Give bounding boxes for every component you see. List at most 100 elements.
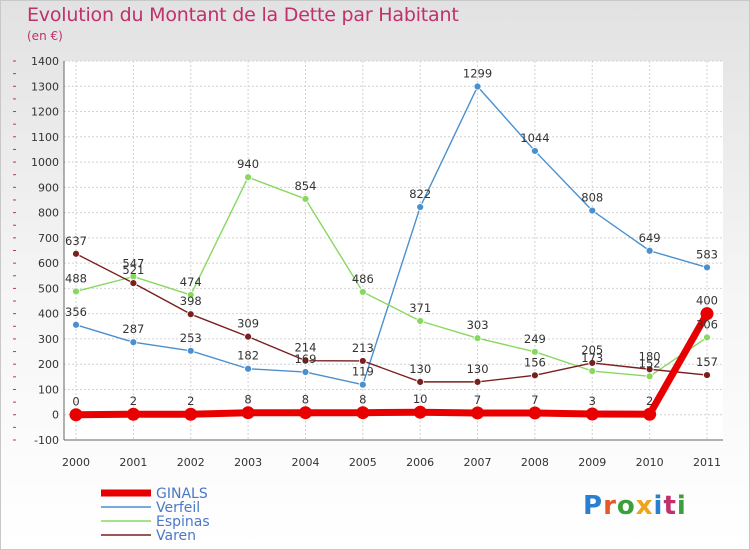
series-line-espinas: [75, 176, 708, 378]
data-point-varen: [473, 377, 482, 386]
data-point-varen: [358, 357, 367, 365]
data-label-espinas: 152: [639, 356, 661, 370]
series-line-varen: [75, 253, 708, 383]
data-label-verfeil: 1299: [463, 67, 492, 81]
series-line-verfeil: [75, 85, 708, 386]
data-label-varen: 309: [237, 317, 259, 331]
logo-letter: i: [676, 491, 687, 521]
data-label-varen: 205: [581, 343, 603, 357]
data-label-varen: 398: [180, 294, 202, 308]
data-point-varen: [186, 310, 195, 319]
data-label-ginals: 10: [413, 392, 428, 406]
data-point-espinas: [301, 195, 310, 203]
data-label-varen: 130: [409, 362, 431, 376]
data-label-varen: 214: [294, 341, 316, 355]
data-label-ginals: 0: [72, 395, 79, 409]
data-label-espinas: 547: [122, 257, 144, 271]
data-label-espinas: 173: [581, 351, 603, 365]
data-label-espinas: 371: [409, 301, 431, 315]
data-label-espinas: 854: [294, 179, 316, 193]
data-label-varen: 213: [352, 341, 374, 355]
data-point-espinas: [72, 287, 80, 296]
chart-subtitle: (en €): [27, 29, 63, 43]
x-tick-label: 2007: [464, 456, 492, 469]
data-point-varen: [645, 365, 654, 374]
data-point-varen: [244, 332, 252, 341]
data-point-ginals: [700, 307, 714, 321]
data-label-verfeil: 822: [409, 187, 431, 201]
data-label-verfeil: 356: [65, 305, 87, 319]
data-point-varen: [703, 371, 711, 379]
data-point-varen: [588, 359, 597, 367]
data-point-ginals: [528, 406, 542, 420]
data-point-espinas: [645, 372, 654, 381]
data-point-espinas: [588, 367, 597, 375]
data-label-verfeil: 1044: [520, 131, 549, 145]
series-line-ginals: [72, 310, 711, 419]
y-tick-label: 800: [38, 207, 59, 220]
x-tick-label: 2006: [406, 456, 434, 469]
y-tick-label: 200: [38, 358, 59, 371]
chart-title: Evolution du Montant de la Dette par Hab…: [27, 4, 459, 26]
data-point-verfeil: [129, 338, 138, 347]
y-tick-label: 500: [38, 282, 59, 295]
data-point-verfeil: [416, 203, 425, 211]
x-tick-label: 2008: [521, 456, 549, 469]
legend-label-espinas: Espinas: [156, 514, 210, 530]
x-tick-label: 2010: [636, 456, 664, 469]
data-label-espinas: 486: [352, 272, 374, 286]
logo-letter: t: [663, 491, 677, 521]
data-label-varen: 637: [65, 234, 87, 248]
data-label-verfeil: 119: [352, 365, 374, 379]
logo-letter: o: [616, 491, 636, 521]
data-label-varen: 521: [122, 263, 144, 277]
x-tick-label: 2000: [62, 456, 90, 469]
data-label-ginals: 3: [589, 394, 596, 408]
data-label-ginals: 7: [474, 393, 481, 407]
data-point-varen: [72, 249, 80, 258]
data-label-espinas: 940: [237, 157, 259, 171]
data-point-verfeil: [186, 346, 195, 355]
x-tick-label: 2002: [177, 456, 205, 469]
y-tick-label: 700: [38, 232, 59, 245]
data-point-verfeil: [588, 206, 597, 215]
data-label-ginals: 400: [696, 294, 718, 308]
x-tick-label: 2003: [234, 456, 262, 469]
data-point-verfeil: [244, 364, 252, 373]
data-label-ginals: 8: [244, 393, 251, 407]
data-label-verfeil: 182: [237, 349, 259, 363]
data-point-varen: [129, 279, 138, 287]
legend-label-verfeil: Verfeil: [156, 500, 200, 516]
data-point-espinas: [531, 347, 539, 356]
data-point-verfeil: [645, 246, 654, 255]
data-point-verfeil: [531, 147, 539, 155]
y-tick-label: 600: [38, 257, 59, 270]
plot-area: [64, 61, 723, 440]
data-point-espinas: [703, 333, 711, 342]
y-tick-label: 0: [52, 409, 59, 422]
data-label-ginals: 7: [531, 393, 538, 407]
data-label-espinas: 249: [524, 332, 546, 346]
x-tick-label: 2005: [349, 456, 377, 469]
data-label-ginals: 2: [187, 394, 194, 408]
data-point-verfeil: [358, 380, 367, 389]
data-label-ginals: 2: [130, 394, 137, 408]
data-point-varen: [416, 377, 425, 386]
data-point-espinas: [358, 288, 367, 296]
data-point-ginals: [585, 407, 599, 421]
data-label-varen: 180: [639, 349, 661, 363]
data-point-verfeil: [72, 320, 80, 329]
legend-label-ginals: GINALS: [156, 486, 208, 502]
data-label-espinas: 306: [696, 317, 718, 331]
data-point-ginals: [126, 407, 140, 421]
data-point-ginals: [69, 408, 83, 422]
y-tick-label: 1300: [31, 80, 59, 93]
x-tick-label: 2009: [578, 456, 606, 469]
y-tick-label: 1200: [31, 106, 59, 119]
y-tick-label: 400: [38, 308, 59, 321]
data-label-varen: 156: [524, 355, 546, 369]
logo-letter: x: [635, 491, 654, 521]
logo-letter: r: [603, 491, 617, 521]
data-point-verfeil: [301, 368, 310, 376]
